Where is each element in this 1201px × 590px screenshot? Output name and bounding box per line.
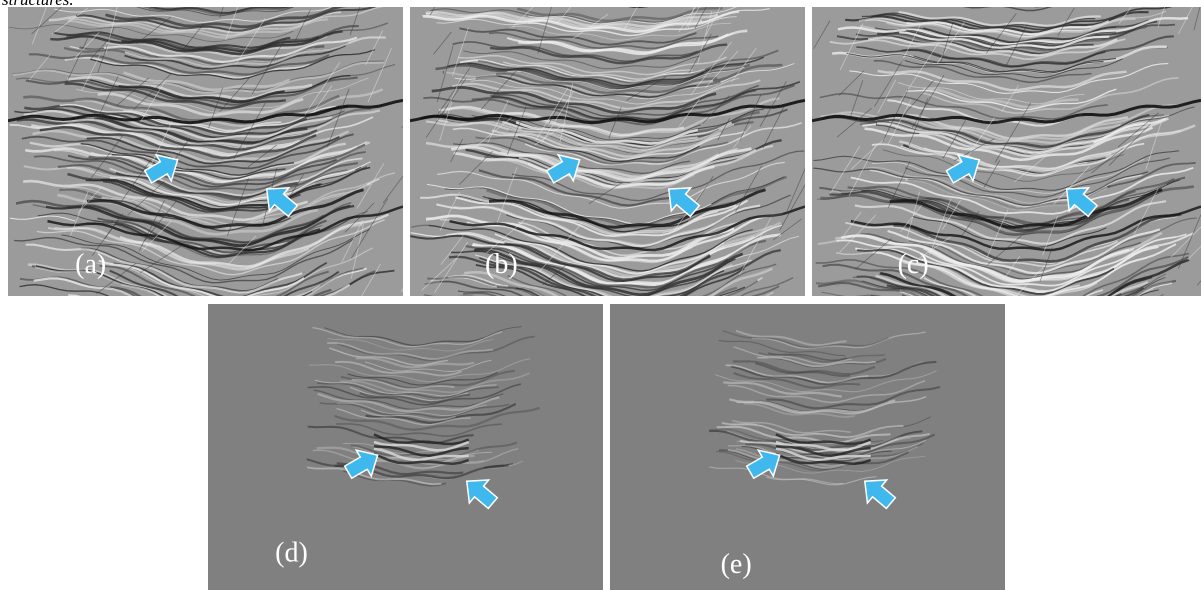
seismic-noise [654,0,680,7]
seismic-noise [1188,0,1201,7]
seismic-panel [208,304,603,590]
seismic-reflector [496,0,780,7]
seismic-reflector [438,0,738,3]
panel-label: (c) [898,249,929,280]
seismic-reflector [452,0,736,7]
panel-label: (e) [721,549,752,580]
seismic-reflector [880,0,1191,7]
panel-label: (a) [75,249,106,280]
panel-label: (d) [275,537,308,568]
seismic-reflector [840,0,1081,4]
seismic-reflector [818,0,1184,5]
figure: structures. (a)(b)(c)(d)(e) [0,0,1201,590]
seismic-noise [115,0,140,7]
panel-label: (b) [485,249,518,280]
seismic-panel [610,304,1005,590]
